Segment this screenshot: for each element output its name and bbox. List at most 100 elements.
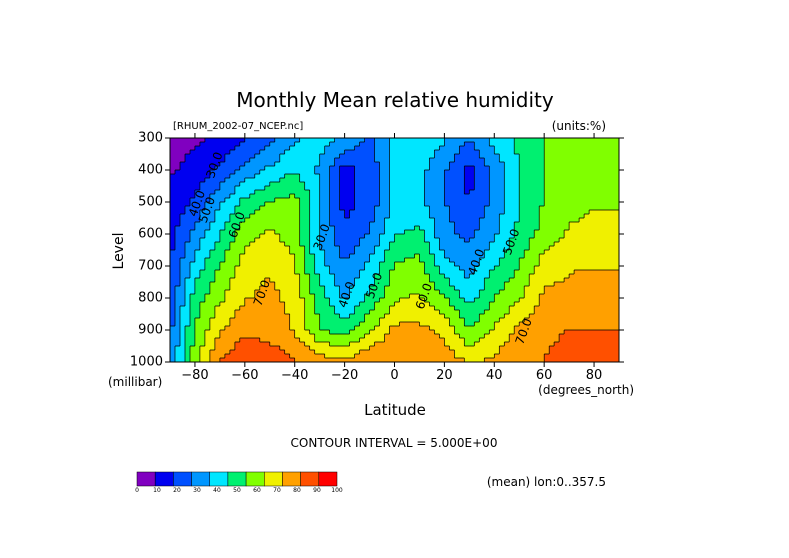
contour-cell (564, 330, 570, 335)
contour-cell (519, 142, 525, 147)
contour-cell (339, 326, 346, 331)
contour-cell (539, 250, 545, 255)
contour-cell (229, 198, 236, 203)
contour-cell (434, 338, 440, 343)
contour-cell (364, 314, 371, 319)
contour-cell (219, 246, 226, 251)
contour-cell (474, 206, 480, 211)
contour-cell (489, 190, 495, 195)
contour-cell (419, 210, 426, 215)
contour-cell (379, 162, 386, 167)
contour-cell (494, 154, 500, 159)
contour-cell (614, 262, 619, 267)
contour-cell (384, 350, 391, 355)
contour-cell (239, 202, 246, 207)
contour-cell (234, 230, 241, 235)
contour-cell (454, 266, 460, 271)
contour-cell (514, 146, 520, 151)
contour-cell (214, 222, 221, 227)
contour-cell (494, 182, 500, 187)
contour-cell (604, 270, 610, 275)
contour-cell (459, 146, 465, 151)
contour-cell (509, 262, 515, 267)
contour-cell (239, 210, 246, 215)
contour-cell (544, 314, 550, 319)
contour-cell (524, 306, 530, 311)
contour-cell (454, 302, 460, 307)
contour-cell (569, 166, 575, 171)
contour-cell (364, 154, 371, 159)
contour-cell (364, 190, 371, 195)
contour-cell (524, 150, 530, 155)
contour-cell (444, 218, 450, 223)
contour-cell (219, 226, 226, 231)
contour-cell (244, 154, 251, 159)
contour-cell (404, 150, 411, 155)
contour-cell (609, 310, 615, 315)
contour-cell (289, 238, 296, 243)
contour-cell (224, 226, 231, 231)
contour-cell (554, 194, 560, 199)
contour-cell (204, 190, 211, 195)
contour-cell (199, 358, 206, 362)
contour-cell (409, 146, 416, 151)
contour-cell (204, 262, 211, 267)
contour-cell (189, 330, 196, 335)
contour-cell (199, 334, 206, 339)
contour-cell (309, 294, 316, 299)
contour-cell (204, 358, 211, 362)
contour-cell (354, 158, 361, 163)
contour-cell (419, 238, 426, 243)
contour-cell (419, 226, 426, 231)
contour-cell (274, 294, 281, 299)
contour-cell (319, 286, 326, 291)
contour-cell (484, 290, 490, 295)
contour-cell (474, 258, 480, 263)
contour-cell (409, 142, 416, 147)
contour-cell (564, 226, 570, 231)
contour-cell (484, 146, 490, 151)
contour-cell (189, 294, 196, 299)
contour-cell (259, 314, 266, 319)
contour-cell (244, 350, 251, 355)
contour-cell (329, 298, 336, 303)
contour-cell (209, 258, 216, 263)
contour-cell (489, 278, 495, 283)
contour-cell (354, 154, 361, 159)
contour-cell (579, 174, 585, 179)
contour-cell (239, 150, 246, 155)
contour-cell (514, 218, 520, 223)
contour-cell (464, 290, 470, 295)
contour-cell (354, 338, 361, 343)
contour-cell (234, 334, 241, 339)
contour-cell (224, 298, 231, 303)
contour-cell (429, 322, 436, 327)
contour-cell (464, 234, 470, 239)
contour-cell (404, 290, 411, 295)
contour-cell (249, 158, 256, 163)
contour-cell (194, 314, 201, 319)
contour-cell (544, 202, 550, 207)
contour-cell (314, 178, 321, 183)
contour-cell (224, 354, 231, 359)
contour-cell (299, 354, 306, 359)
contour-cell (284, 246, 291, 251)
contour-cell (304, 246, 311, 251)
contour-cell (614, 142, 619, 147)
contour-cell (424, 194, 431, 199)
contour-cell (329, 330, 336, 335)
contour-cell (239, 298, 246, 303)
contour-cell (309, 326, 316, 331)
contour-cell (529, 226, 535, 231)
contour-cell (549, 158, 555, 163)
contour-cell (424, 274, 431, 279)
contour-cell (609, 262, 615, 267)
contour-cell (379, 194, 386, 199)
contour-cell (419, 246, 426, 251)
contour-cell (349, 250, 356, 255)
contour-cell (359, 342, 366, 347)
contour-cell (539, 174, 545, 179)
contour-cell (419, 198, 426, 203)
contour-cell (564, 254, 570, 259)
contour-cell (179, 354, 186, 359)
